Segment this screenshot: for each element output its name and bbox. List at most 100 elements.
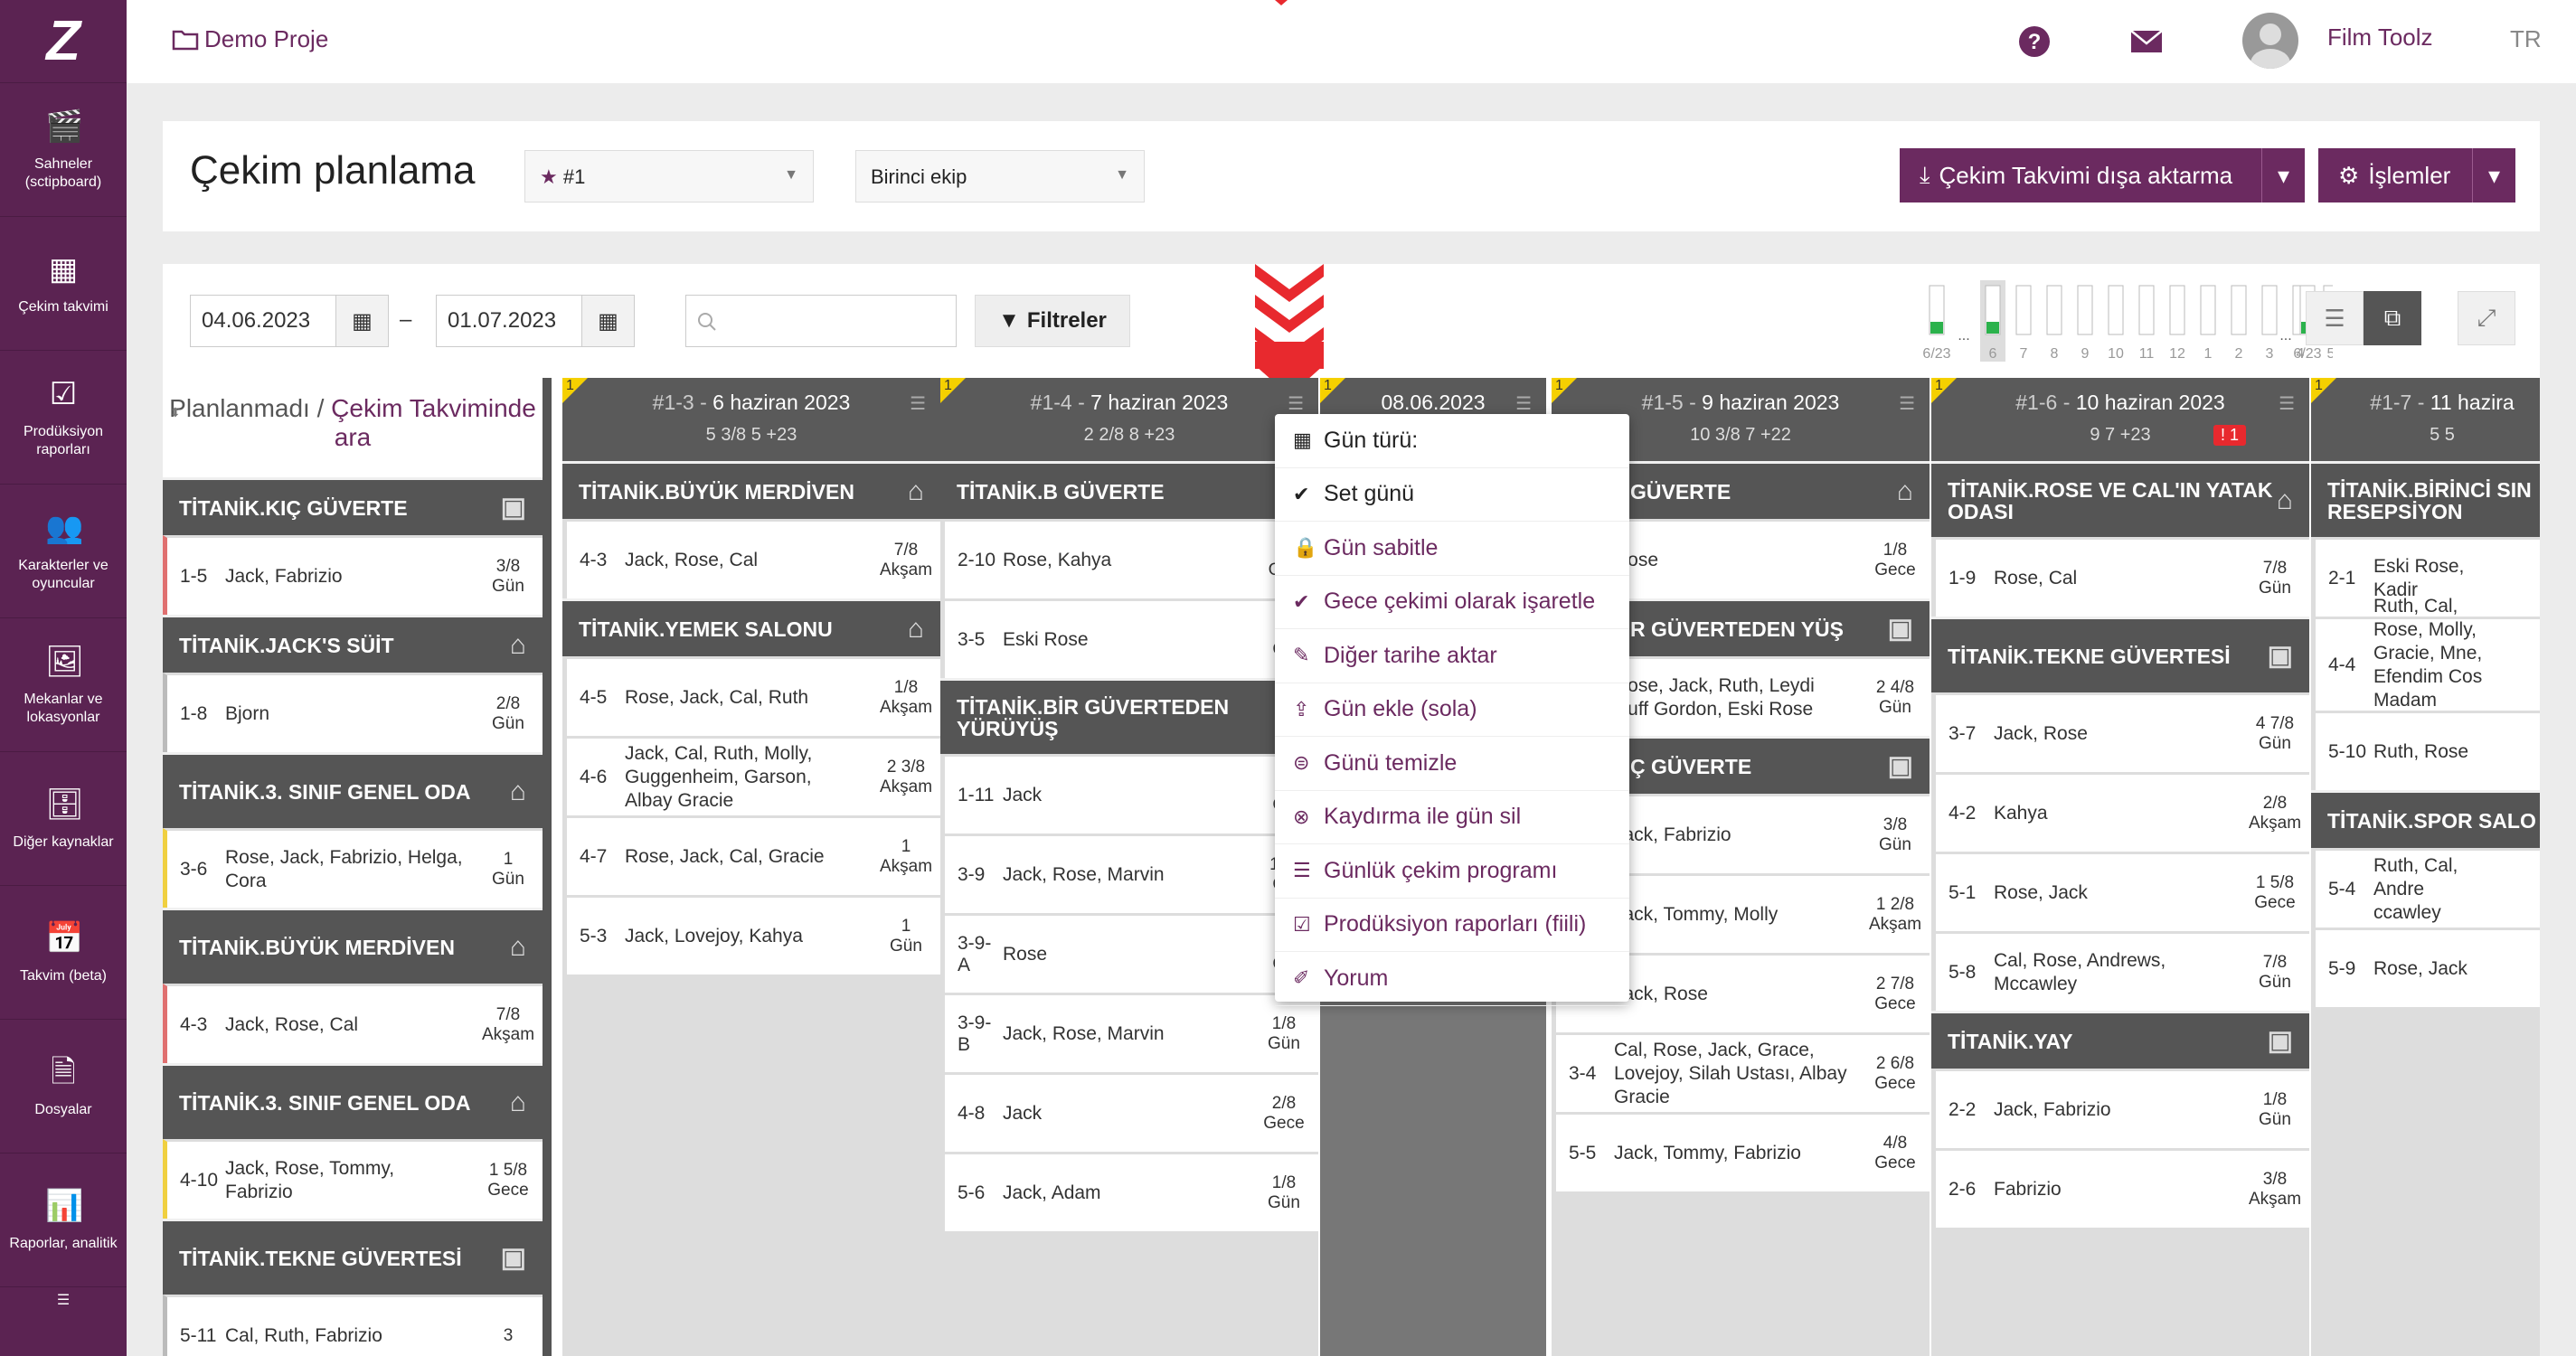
menu-item[interactable]: ▦ Gün türü: (1275, 414, 1629, 468)
day-overview-strip[interactable]: 6/23... 6 7 8 9 10 11 12 1 2 3 4 5... 6/23 (1917, 277, 2339, 372)
help-icon[interactable]: ? (2016, 24, 2052, 60)
day-bar (2169, 285, 2185, 335)
scene-row[interactable]: 3-6 Rose, Jack, Fabrizio, Helga, Cora 1 Gün (163, 828, 543, 908)
menu-item[interactable]: ✐ Yorum (1275, 952, 1629, 1006)
scene-row[interactable]: 5-6 Jack, Adam 1/8 Gün (940, 1152, 1318, 1231)
menu-item[interactable]: ✎ Diğer tarihe aktar (1275, 629, 1629, 683)
day-column-header[interactable]: 1 #1-3 - 6 haziran 2023 5 3/8 5 +23 ☰ (562, 378, 940, 461)
scene-cast: Fabrizio (1994, 1178, 2062, 1200)
filters-button[interactable]: ▼ Filtreler (975, 295, 1130, 347)
scene-row[interactable]: 2-6 Fabrizio 3/8 Akşam (1931, 1148, 2309, 1228)
day-label: 5 (2327, 346, 2333, 362)
scene-row[interactable]: 2-2 Jack, Fabrizio 1/8 Gün (1931, 1069, 2309, 1148)
scene-row[interactable]: 4-2 Kahya 2/8 Akşam (1931, 772, 2309, 852)
scene-row[interactable]: 1-5 Jack, Fabrizio 3/8 Gün (163, 535, 543, 615)
sidebar-item[interactable]: 📅 Takvim (beta) (0, 886, 127, 1020)
sidebar-item[interactable]: 📊 Raporlar, analitik (0, 1154, 127, 1287)
date-from-input[interactable]: 04.06.2023 ▦ (190, 295, 389, 347)
scene-row[interactable]: 3-7 Jack, Rose 4 7/8 Gün (1931, 692, 2309, 772)
scene-row[interactable]: 5-8 Cal, Rose, Andrews, Mccawley 7/8 Gün (1931, 931, 2309, 1011)
day-settings-icon[interactable]: ☰ (1515, 394, 1532, 414)
scene-row[interactable]: 4-10 Jack, Rose, Tommy, Fabrizio 1 5/8 Gece (163, 1139, 543, 1219)
search-schedule-link[interactable]: Çekim Takviminde ara (331, 394, 536, 451)
actions-button[interactable]: ⚙ İşlemler (2318, 148, 2472, 202)
actions-dropdown-toggle[interactable]: ▾ (2472, 148, 2515, 202)
user-menu[interactable]: Film Toolz (2327, 24, 2433, 51)
scene-row[interactable]: 3-9-ARose0Gü (940, 913, 1318, 993)
day-settings-icon[interactable]: ☰ (910, 394, 926, 414)
search-icon (698, 313, 716, 331)
avatar[interactable] (2242, 13, 2298, 69)
menu-item[interactable]: ✔ Set günü (1275, 468, 1629, 522)
sidebar-item-settings[interactable]: ☰ (0, 1287, 127, 1342)
sort-icon[interactable]: ⬍ (170, 405, 181, 419)
day-column-header[interactable]: 1 #1-5 - 9 haziran 2023 10 3/8 7 +22 ☰ (1552, 378, 1930, 461)
day-settings-icon[interactable]: ☰ (2279, 394, 2295, 414)
calendar-icon[interactable]: ▦ (335, 296, 388, 346)
sidebar-item[interactable]: 🎬 Sahneler (sctipboard) (0, 83, 127, 217)
day-column-header[interactable]: 1 #1-4 - 7 haziran 2023 2 2/8 8 +23 ☰ (940, 378, 1318, 461)
export-schedule-button[interactable]: ⤓ Çekim Takvimi dışa aktarma (1900, 148, 2261, 202)
list-view-icon[interactable]: ☰ (2306, 291, 2364, 345)
scene-row[interactable]: 5-9 Rose, Jack (2311, 928, 2540, 1007)
scene-row[interactable]: 4-4 Ruth, Cal, Rose, Molly, Gracie, Mne, … (2311, 596, 2540, 734)
day-settings-icon[interactable]: ☰ (1899, 394, 1915, 414)
day-column-header[interactable]: 1 #1-6 - 10 haziran 2023 9 7 +23! 1 ☰ (1931, 378, 2309, 461)
export-dropdown-toggle[interactable]: ▾ (2261, 148, 2305, 202)
scene-meta: 3/8 Gün (474, 557, 543, 597)
sidebar-item[interactable]: 🗎 Dosyalar (0, 1020, 127, 1154)
scene-row[interactable]: 4-6 Jack, Cal, Ruth, Molly, Guggenheim, G… (562, 736, 940, 815)
scene-row[interactable]: 3-9-B Jack, Rose, Marvin 1/8 Gün (940, 993, 1318, 1072)
delete-circle-icon: ⊗ (1293, 805, 1310, 828)
menu-item[interactable]: 🔒 Gün sabitle (1275, 522, 1629, 576)
schedule-select[interactable]: ★ #1 ▼ (524, 150, 814, 202)
menu-item[interactable]: ⊜ Günü temizle (1275, 737, 1629, 791)
scene-row[interactable]: 5-1 Rose, Jack 1 5/8 Gece (1931, 852, 2309, 931)
sidebar-item[interactable]: ☑ Prodüksiyon raporları (0, 351, 127, 485)
menu-item[interactable]: ✔ Gece çekimi olarak işaretle (1275, 576, 1629, 629)
menu-item[interactable]: ☰ Günlük çekim programı (1275, 844, 1629, 899)
sidebar-item[interactable]: 🗄 Diğer kaynaklar (0, 752, 127, 886)
board-view-icon[interactable]: ⧉ (2364, 291, 2421, 345)
scene-row[interactable]: 3-4 Cal, Rose, Jack, Grace, Lovejoy, Sila… (1552, 1032, 1930, 1112)
scene-row[interactable]: 1-11Jack1/Gü (940, 754, 1318, 833)
day-settings-icon[interactable]: ☰ (1288, 394, 1304, 414)
team-select[interactable]: Birinci ekip ▼ (855, 150, 1145, 202)
scene-row[interactable]: 4-7 Rose, Jack, Cal, Gracie 1 Akşam (562, 815, 940, 895)
scene-row[interactable]: 1-8 Bjorn 2/8 Gün (163, 673, 543, 752)
scene-row[interactable]: 4-3 Jack, Rose, Cal 7/8 Akşam (163, 984, 543, 1063)
expand-icon[interactable]: ⤢ (2458, 291, 2515, 345)
scene-time: Gün (492, 713, 524, 733)
language-switch[interactable]: TR (2510, 25, 2542, 52)
scene-row[interactable]: 5-3 Jack, Lovejoy, Kahya 1 Gün (562, 895, 940, 975)
scene-row[interactable]: 5-5 Jack, Tommy, Fabrizio 4/8 Gece (1552, 1112, 1930, 1191)
menu-item[interactable]: ☑ Prodüksiyon raporları (fiili) (1275, 899, 1629, 952)
sidebar-item[interactable]: 👥 Karakterler ve oyuncular (0, 485, 127, 618)
scene-row[interactable]: 4-5 Rose, Jack, Cal, Ruth 1/8 Akşam (562, 656, 940, 736)
scene-number: 2-1 (2328, 567, 2356, 589)
scene-row[interactable]: 5-4 Ruth, Cal, Andre ccawley (2311, 848, 2540, 928)
project-link[interactable]: Demo Proje (172, 25, 328, 53)
day-flag-number: 1 (2315, 378, 2323, 393)
menu-item[interactable]: ⊗ Kaydırma ile gün sil (1275, 791, 1629, 844)
app-logo[interactable]: Z (0, 0, 127, 83)
scene-row[interactable]: 5-11 Cal, Ruth, Fabrizio 3 (163, 1295, 543, 1356)
location-header: TİTANİK.SPOR SALO (2311, 790, 2540, 848)
scene-row[interactable]: 4-3 Jack, Rose, Cal 7/8 Akşam (562, 519, 940, 598)
scene-row[interactable]: 4-8 Jack 2/8 Gece (940, 1072, 1318, 1152)
menu-item[interactable]: ⇪ Gün ekle (sola) (1275, 683, 1629, 737)
calendar-icon[interactable]: ▦ (581, 296, 634, 346)
scene-row[interactable]: 2-1 Eski Rose, Kadir (2311, 537, 2540, 617)
scene-row[interactable]: 5-10 Ruth, Rose (2311, 711, 2540, 790)
date-to-input[interactable]: 01.07.2023 ▦ (436, 295, 635, 347)
day-bar (2261, 285, 2278, 335)
sidebar-item[interactable]: 🖼 Mekanlar ve lokasyonlar (0, 618, 127, 752)
search-input[interactable] (685, 295, 957, 347)
scene-row[interactable]: 1-9 Rose, Cal 7/8 Gün (1931, 537, 2309, 617)
sidebar-item[interactable]: ▦ Çekim takvimi (0, 217, 127, 351)
mail-icon[interactable] (2128, 24, 2165, 60)
